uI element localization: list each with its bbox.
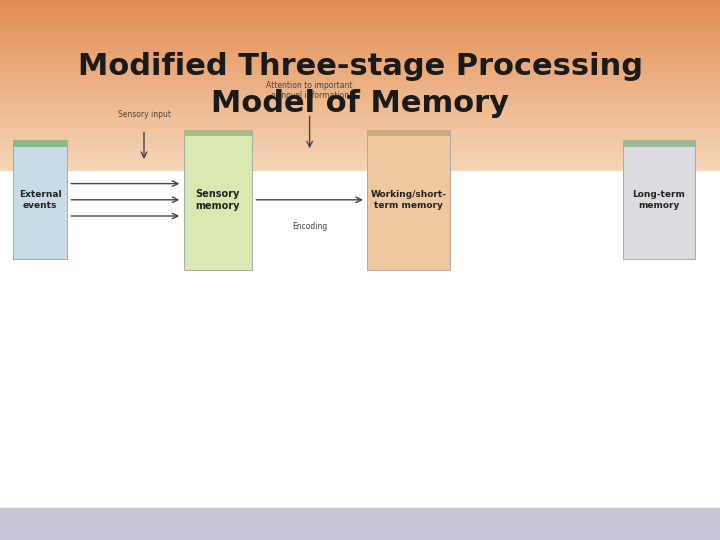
Bar [0,14,720,17]
Bar [0,43,720,45]
Bar [0,0,720,3]
Bar [0,508,720,540]
Bar [0,145,720,147]
Bar [0,119,720,122]
Bar [13,140,67,259]
Bar [0,111,720,113]
Bar [0,161,720,164]
Bar [0,105,720,108]
Bar [0,113,720,116]
Bar [0,25,720,28]
Bar [0,150,720,153]
Bar [0,99,720,102]
Bar [0,91,720,93]
Bar [0,88,720,91]
Text: External
events: External events [19,190,61,210]
Bar [0,39,720,43]
Bar [0,127,720,130]
Bar [0,45,720,48]
Bar [0,9,720,11]
Bar [0,108,720,111]
Text: Attention to important
or novel information: Attention to important or novel informat… [266,80,353,100]
Bar [0,125,720,127]
Bar [0,147,720,150]
Bar [0,77,720,79]
Bar [0,17,720,20]
Bar [0,170,720,540]
Bar [0,3,720,5]
Text: Working/short-
term memory: Working/short- term memory [371,190,446,210]
Bar [0,82,720,85]
Bar [0,59,720,62]
Bar [367,130,450,136]
Bar [367,130,450,270]
Bar [0,156,720,159]
Bar [0,159,720,161]
Bar [0,11,720,14]
Bar [0,34,720,37]
Bar [0,71,720,73]
Bar [0,73,720,77]
Bar [0,153,720,156]
Bar [0,48,720,51]
Bar [0,96,720,99]
Bar [0,141,720,145]
Text: Long-term
memory: Long-term memory [632,190,685,210]
Text: Encoding: Encoding [292,222,327,231]
Text: Sensory
memory: Sensory memory [196,189,240,211]
Bar [0,65,720,68]
Bar [623,140,695,147]
Bar [0,102,720,105]
Bar [0,122,720,125]
Bar [0,85,720,88]
Bar [0,116,720,119]
Bar [0,68,720,71]
Bar [0,31,720,34]
Bar [0,37,720,39]
Bar [0,133,720,136]
Text: Sensory input: Sensory input [117,110,171,119]
Bar [0,28,720,31]
Text: Modified Three-stage Processing
Model of Memory: Modified Three-stage Processing Model of… [78,52,642,118]
Bar [623,140,695,259]
Bar [184,130,252,136]
Bar [0,139,720,141]
Bar [0,51,720,54]
Bar [0,164,720,167]
Bar [0,62,720,65]
Bar [0,23,720,25]
Bar [0,79,720,82]
Bar [0,130,720,133]
Bar [0,20,720,23]
Bar [13,140,67,147]
Bar [0,93,720,96]
Bar [0,57,720,59]
Bar [184,130,252,270]
Bar [0,54,720,57]
Bar [0,167,720,170]
Bar [0,5,720,9]
Bar [0,136,720,139]
